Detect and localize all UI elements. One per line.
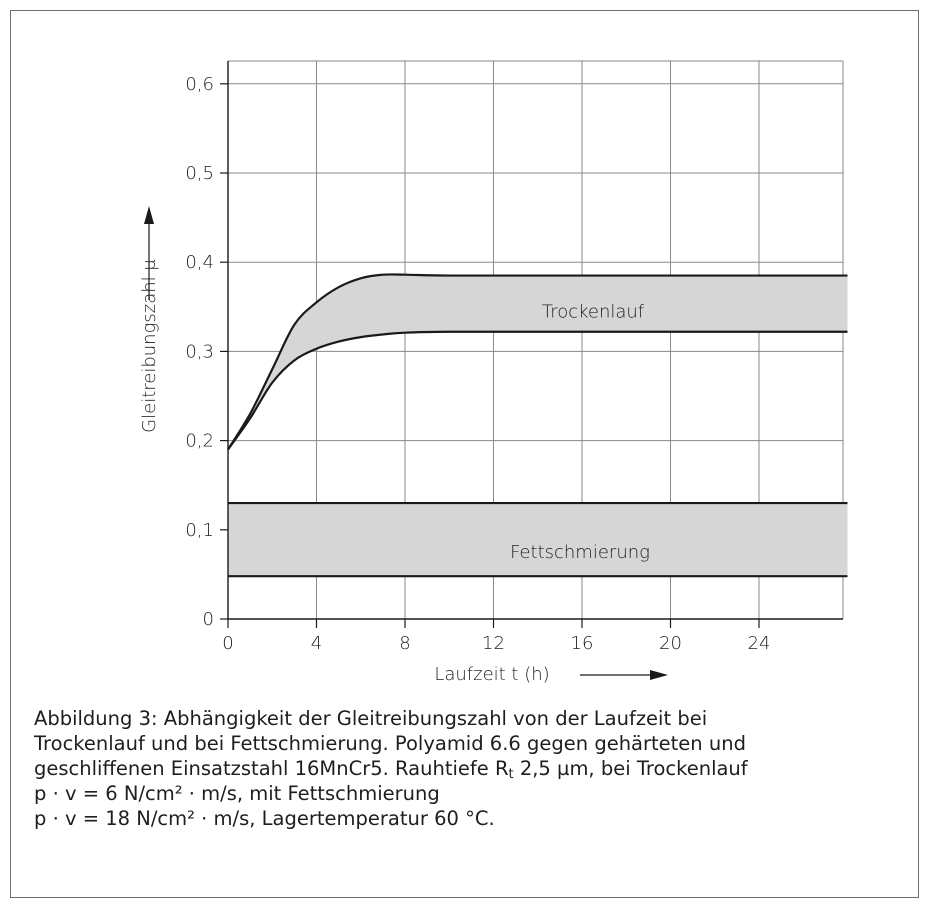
caption-line-1: Abbildung 3: Abhängigkeit der Gleitreibu… [34,707,708,730]
y-tick-label-3: 0,3 [185,341,214,362]
y-tick-label-1: 0,1 [185,520,214,541]
caption-line-3: geschliffenen Einsatzstahl 16MnCr5. Rauh… [34,756,904,781]
y-tick-label-0: 0 [203,609,214,630]
x-tick-label-3: 12 [482,633,505,654]
y-tick-label-6: 0,6 [185,74,214,95]
series-0-lower-line [227,330,848,451]
y-axis-title: Gleitreibungszahl μ [139,259,160,433]
y-tick-label-5: 0,5 [185,163,214,184]
bands [227,273,848,578]
x-tick-label-2: 8 [399,633,410,654]
band-label-fettschmierung: Fettschmierung [510,542,650,563]
band-fill-0 [228,274,848,450]
y-tick-label-2: 0,2 [185,431,214,452]
caption-line-5: p · v = 18 N/cm² · m/s, Lagertemperatur … [34,807,495,830]
axes [227,61,843,620]
band-fill-1 [228,503,848,577]
x-axis-title: Laufzeit t (h) [434,664,549,685]
y-tick-label-4: 0,4 [185,252,214,273]
x-axis-arrow [580,670,668,680]
x-tick-label-4: 16 [571,633,594,654]
ticks: 0 0,1 0,2 0,3 0,4 0,5 0,6 0 4 8 12 16 20 24 [185,74,770,654]
x-tick-label-1: 4 [311,633,322,654]
caption-line-3-pre: geschliffenen Einsatzstahl 16MnCr5. Rauh… [34,757,509,780]
band-label-trockenlauf: Trockenlauf [542,301,645,322]
caption-line-4: p · v = 6 N/cm² · m/s, mit Fettschmierun… [34,782,440,805]
x-tick-label-0: 0 [222,633,233,654]
caption-line-3-post: 2,5 µm, bei Trockenlauf [513,757,748,780]
x-tick-label-6: 24 [748,633,771,654]
friction-chart: 0 0,1 0,2 0,3 0,4 0,5 0,6 0 4 8 12 16 20 24 Trockenla… [139,60,848,685]
series-0-upper-line [227,273,848,451]
figure-caption: Abbildung 3: Abhängigkeit der Gleitreibu… [34,706,904,831]
x-tick-label-5: 20 [659,633,682,654]
figure-frame [10,10,919,898]
y-axis-arrow [144,206,154,300]
caption-line-2: Trockenlauf und bei Fettschmierung. Poly… [34,732,746,755]
caption-line-3-sub: t [508,767,514,782]
